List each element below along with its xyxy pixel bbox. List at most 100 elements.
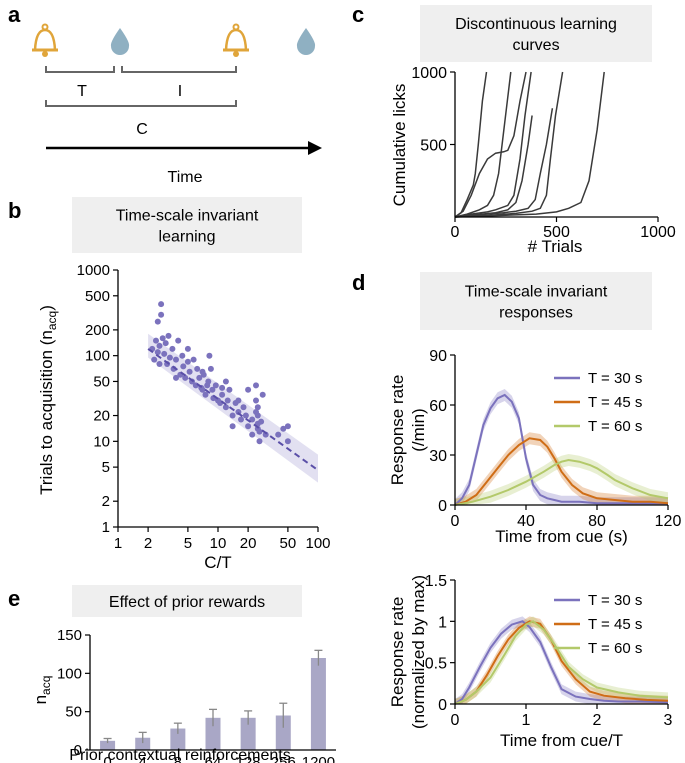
legend-label: T = 30 s	[588, 592, 642, 609]
water-drop-icon	[296, 28, 316, 55]
x-tick-label: 1200	[302, 754, 335, 763]
learning-curve	[454, 71, 605, 218]
y-tick-label: 1	[438, 614, 447, 631]
data-point	[235, 397, 242, 404]
y-tick-label: 200	[85, 322, 110, 339]
x-tick-label: 1000	[640, 224, 676, 241]
y-tick-label: 90	[429, 348, 447, 365]
learning-curve	[454, 71, 532, 218]
y-tick-label: 60	[429, 398, 447, 415]
y-tick-label: 500	[420, 138, 447, 155]
bar	[205, 717, 221, 750]
x-tick-label: 50	[280, 535, 297, 552]
learning-curve	[454, 71, 512, 218]
data-point	[245, 386, 252, 393]
panel-e-bar-chart: Effect of prior rewards 0 4 8 64 128 256 1200 0 5…	[31, 585, 336, 763]
data-point	[207, 365, 214, 372]
legend-label: T = 30 s	[588, 370, 642, 387]
y-tick-label: 500	[85, 288, 110, 305]
y-axis-label: Trials to acquisition (nacq)	[37, 305, 59, 495]
y-tick-label: 0.5	[425, 656, 447, 673]
x-axis-label: Time from cue/T	[500, 731, 623, 750]
data-point	[284, 438, 291, 445]
y-axis-label: Cumulative licks	[390, 84, 409, 207]
data-point	[151, 356, 158, 363]
bar	[275, 715, 291, 750]
y-tick-label: 1.5	[425, 573, 447, 590]
x-tick-label: 128	[236, 754, 261, 763]
x-tick-label: 3	[664, 712, 673, 729]
x-tick-label: 120	[655, 513, 682, 530]
data-point	[224, 397, 231, 404]
x-axis-label: Time from cue (s)	[495, 527, 628, 546]
response-curve	[454, 393, 668, 506]
data-point	[179, 352, 186, 359]
legend-label: T = 45 s	[588, 616, 642, 633]
data-point	[194, 365, 201, 372]
panel-a-schematic: T I C Time	[32, 23, 322, 186]
data-point	[202, 391, 209, 398]
bell-top	[232, 23, 240, 31]
response-curve	[454, 437, 669, 506]
data-point	[158, 301, 165, 308]
panel-label-b: b	[8, 198, 21, 223]
y-tick-label: 0	[438, 697, 447, 714]
x-tick-label: 0	[451, 712, 460, 729]
data-point	[219, 384, 226, 391]
data-point	[173, 356, 179, 363]
panel-c-title-line: Discontinuous learning	[455, 16, 617, 33]
data-point	[182, 374, 189, 381]
y-tick-label: 1000	[77, 262, 110, 279]
bar	[100, 740, 116, 750]
legend-label: T = 60 s	[588, 640, 642, 657]
y-tick-label: 30	[429, 448, 447, 465]
x-tick-label: 4	[139, 754, 147, 763]
panel-b-scatter: Time-scale invariant learning 1 2 5 10 20 50 100…	[37, 197, 331, 572]
x-axis-label: Prior contextual reinforcements	[69, 747, 290, 763]
response-curve	[454, 458, 669, 506]
data-point	[156, 342, 163, 349]
x-tick-label: 100	[305, 535, 330, 552]
x-tick-label: 0	[451, 224, 460, 241]
data-point	[245, 423, 252, 430]
panel-label-a: a	[8, 2, 21, 27]
data-point	[256, 438, 263, 445]
data-point	[222, 378, 229, 385]
y-tick-label: 0	[438, 498, 447, 515]
y-axis-label: (/min)	[409, 408, 428, 451]
data-point	[254, 404, 261, 411]
y-tick-label: 1	[102, 519, 110, 536]
data-point	[173, 374, 179, 381]
x-tick-label: 1	[114, 535, 122, 552]
bell-clapper	[233, 51, 239, 57]
panel-b-title-box	[72, 197, 302, 253]
data-point	[162, 340, 169, 347]
panel-c-title-box	[420, 5, 652, 62]
x-tick-label: 20	[240, 535, 257, 552]
error-band	[455, 616, 668, 704]
fit-line	[147, 348, 319, 472]
y-axis-label: Response rate	[388, 597, 407, 708]
x-tick-label: 64	[205, 754, 222, 763]
data-point	[226, 386, 233, 393]
y-axis-label: nacq	[31, 676, 53, 705]
panel-b-title-line: Time-scale invariant	[116, 208, 259, 225]
legend-label: T = 45 s	[588, 394, 642, 411]
data-point	[222, 404, 229, 411]
legend-label: T = 60 s	[588, 418, 642, 435]
x-tick-label: 2	[593, 712, 602, 729]
bell-body	[224, 28, 248, 52]
x-tick-label: 80	[588, 513, 606, 530]
panel-d-title-line: responses	[499, 305, 573, 322]
bell-top	[41, 23, 49, 31]
response-curve	[454, 620, 669, 705]
data-point	[175, 337, 182, 344]
panel-c-learning-curves: Discontinuous learning curves 500 1000 0 500 1…	[390, 5, 676, 256]
data-point	[229, 412, 236, 419]
y-tick-label: 100	[85, 348, 110, 365]
bell-icon	[223, 23, 249, 57]
data-point	[184, 358, 191, 365]
y-tick-label: 50	[93, 373, 110, 390]
data-point	[154, 318, 161, 325]
